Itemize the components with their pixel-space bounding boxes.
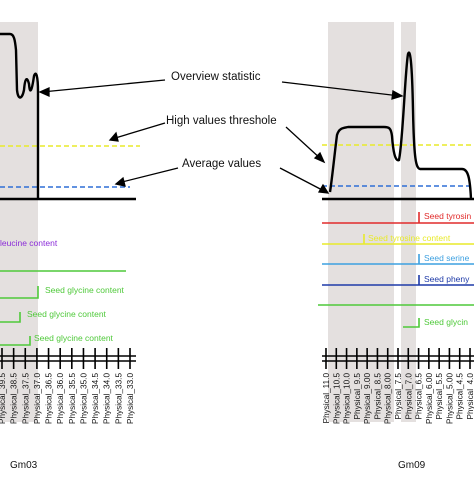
left-trait-tracks: leucine content Seed glycine content See…	[0, 238, 126, 346]
right-marker-label: Physical_5.00	[445, 373, 454, 424]
right-marker-label: Physical_7.0	[404, 373, 413, 420]
chromosome-label-left: Gm03	[10, 460, 38, 471]
overview-curve-right	[328, 51, 473, 200]
left-trait-label: Seed glycine content	[45, 285, 125, 295]
right-marker-ticks: Physical_11.0 Physical_10.5 Physical_10.0 P…	[322, 348, 474, 424]
right-marker-label: Physical_7.5	[394, 373, 403, 420]
left-trait-line	[0, 312, 21, 323]
left-trait-line	[0, 286, 39, 299]
right-trait-label: Seed pheny	[424, 274, 470, 284]
left-marker-label: Physical_37.5	[21, 373, 30, 424]
right-marker-label: Physical_4.0	[466, 373, 474, 420]
left-marker-label: Physical_33.5	[114, 373, 123, 424]
right-marker-label: Physical_5.5	[435, 373, 444, 420]
chromosome-label-right: Gm09	[398, 460, 426, 471]
right-trait-label: Seed tyrosine content	[368, 233, 451, 243]
right-marker-label: Physical_10.5	[332, 373, 341, 424]
right-marker-label: Physical_6.5	[415, 373, 424, 420]
left-marker-label: Physical_33.0	[126, 373, 135, 424]
right-trait-label: Seed glycin	[424, 317, 468, 327]
left-marker-ticks: Physical_39.5 Physical_38.5 Physical_37.5 P…	[0, 348, 135, 424]
left-marker-axis: Physical_39.5 Physical_38.5 Physical_37.5 P…	[0, 348, 136, 424]
left-trait-label: Seed glycine content	[27, 309, 107, 319]
left-trait-label: Seed glycine content	[34, 333, 114, 343]
annotation-high-values-threshold: High values threshole	[166, 115, 277, 127]
right-marker-label: Physical_4.5	[456, 373, 465, 420]
right-marker-label: Physical_9.00	[363, 373, 372, 424]
right-trait-label: Seed serine	[424, 253, 470, 263]
right-marker-label: Physical_10.0	[343, 373, 352, 424]
right-marker-label: Physical_11.0	[322, 373, 331, 424]
right-trait-line	[403, 318, 420, 328]
left-marker-label: Physical_35.5	[68, 373, 77, 424]
left-marker-label: Physical_39.5	[0, 373, 7, 424]
left-marker-label: Physical_36.0	[56, 373, 65, 424]
right-trait-tracks: Seed tyrosin Seed tyrosine content Seed …	[318, 211, 474, 328]
left-marker-label: Physical_34.5	[91, 373, 100, 424]
annotation-overview-statistic: Overview statistic	[171, 71, 261, 83]
annotation-average-values: Average values	[182, 158, 261, 170]
left-marker-label: Physical_35.0	[79, 373, 88, 424]
right-trait-label: Seed tyrosin	[424, 211, 472, 221]
left-marker-label: Physical_37.0	[33, 373, 42, 424]
right-marker-label: Physical_8.5	[373, 373, 382, 420]
overview-curve-left	[0, 32, 40, 199]
left-marker-label: Physical_34.0	[103, 373, 112, 424]
right-marker-label: Physical_9.5	[353, 373, 362, 420]
highlight-band-right-1	[328, 22, 394, 422]
right-marker-label: Physical_6.00	[425, 373, 434, 424]
left-marker-label: Physical_38.5	[10, 373, 19, 424]
left-marker-label: Physical_36.5	[45, 373, 54, 424]
right-marker-axis: Physical_11.0 Physical_10.5 Physical_10.0 P…	[322, 348, 474, 424]
annotation-arrows	[38, 79, 404, 194]
left-trait-line	[0, 336, 31, 346]
right-marker-label: Physical_8.00	[384, 373, 393, 424]
left-trait-label: leucine content	[0, 238, 58, 248]
